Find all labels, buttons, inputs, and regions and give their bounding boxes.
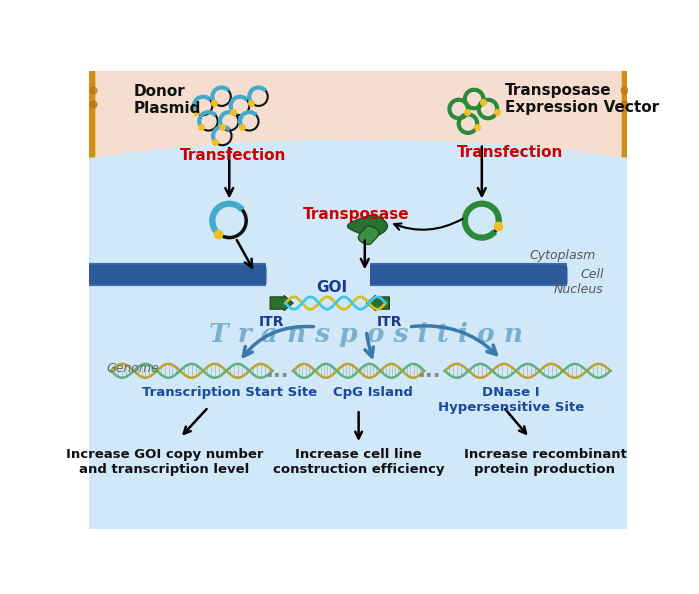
Text: DNase I
Hypersensitive Site: DNase I Hypersensitive Site — [438, 386, 584, 414]
Text: GOI: GOI — [316, 280, 347, 295]
Polygon shape — [89, 0, 628, 136]
Text: Transfection: Transfection — [457, 146, 563, 160]
Text: Increase GOI copy number
and transcription level: Increase GOI copy number and transcripti… — [66, 448, 264, 476]
Bar — [370, 266, 566, 284]
Text: Transposase
Expression Vector: Transposase Expression Vector — [505, 83, 659, 115]
Text: Increase recombinant
protein production: Increase recombinant protein production — [463, 448, 626, 476]
FancyArrow shape — [366, 295, 389, 311]
Text: Transfection: Transfection — [180, 148, 287, 163]
Polygon shape — [0, 0, 699, 279]
Polygon shape — [359, 226, 379, 245]
Text: Cell
Nucleus: Cell Nucleus — [554, 268, 603, 296]
Polygon shape — [347, 215, 387, 237]
Text: ITR: ITR — [259, 315, 284, 328]
Text: Genome: Genome — [106, 362, 159, 375]
Polygon shape — [0, 97, 699, 529]
Text: T r a n s p o s i t i o n: T r a n s p o s i t i o n — [209, 322, 524, 347]
Text: ...: ... — [417, 361, 441, 381]
Bar — [89, 274, 628, 529]
Text: Cytoplasm: Cytoplasm — [530, 249, 596, 262]
Polygon shape — [0, 140, 699, 529]
Bar — [89, 266, 266, 284]
Text: ...: ... — [266, 361, 289, 381]
Text: Donor
Plasmid: Donor Plasmid — [134, 84, 201, 116]
Text: ITR: ITR — [377, 315, 402, 328]
Text: Transposase: Transposase — [303, 207, 410, 222]
Text: Increase cell line
construction efficiency: Increase cell line construction efficien… — [273, 448, 445, 476]
Text: CpG Island: CpG Island — [333, 386, 412, 399]
Text: Transcription Start Site: Transcription Start Site — [142, 386, 317, 399]
Bar — [89, 290, 628, 529]
FancyArrow shape — [270, 295, 293, 311]
